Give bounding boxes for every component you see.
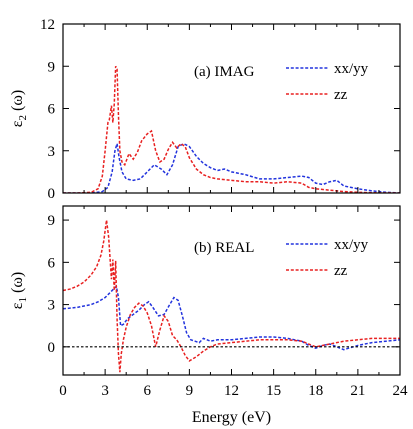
y-tick-label: 12	[40, 17, 55, 33]
y-axis-label: ε2 (ω)	[9, 90, 29, 127]
x-tick-label: 15	[266, 383, 281, 399]
panel-label: (a) IMAG	[194, 64, 255, 80]
y-tick-label: 9	[48, 213, 56, 229]
x-tick-label: 24	[393, 383, 409, 399]
y-tick-label: 0	[48, 186, 56, 202]
legend-label: zz	[334, 87, 348, 103]
y-tick-label: 9	[48, 59, 56, 75]
y-tick-label: 0	[48, 340, 56, 356]
y-tick-label: 3	[48, 298, 56, 314]
x-tick-label: 21	[350, 383, 365, 399]
series-line-xx-yy	[63, 284, 400, 351]
panel-label: (b) REAL	[194, 240, 254, 256]
x-tick-label: 12	[224, 383, 239, 399]
panel-real: 0 3 6 9 12 15 18 21 24 0 3 6 9 ε1 (ω) (b) REAL xx/yy zz E…	[9, 205, 409, 426]
legend-label: xx/yy	[334, 61, 369, 77]
y-axis-label: ε1 (ω)	[9, 272, 29, 309]
panel-imag: 0 3 6 9 12 ε2 (ω) (a) IMAG xx/yy zz	[9, 17, 401, 202]
x-tick-label: 6	[144, 383, 152, 399]
x-tick-label: 3	[101, 383, 109, 399]
y-tick-label: 6	[48, 255, 56, 271]
x-axis-label: Energy (eV)	[192, 409, 271, 426]
x-tick-label: 9	[186, 383, 194, 399]
series-line-xx-yy	[63, 142, 400, 193]
legend-label: xx/yy	[334, 237, 369, 253]
y-tick-label: 3	[48, 144, 56, 160]
x-tick-label: 18	[308, 383, 323, 399]
series-line-zz	[63, 65, 400, 193]
legend-label: zz	[334, 263, 348, 279]
series-line-zz	[63, 219, 400, 373]
y-tick-label: 6	[48, 102, 56, 118]
x-tick-label: 0	[59, 383, 67, 399]
plot-frame	[62, 205, 401, 376]
